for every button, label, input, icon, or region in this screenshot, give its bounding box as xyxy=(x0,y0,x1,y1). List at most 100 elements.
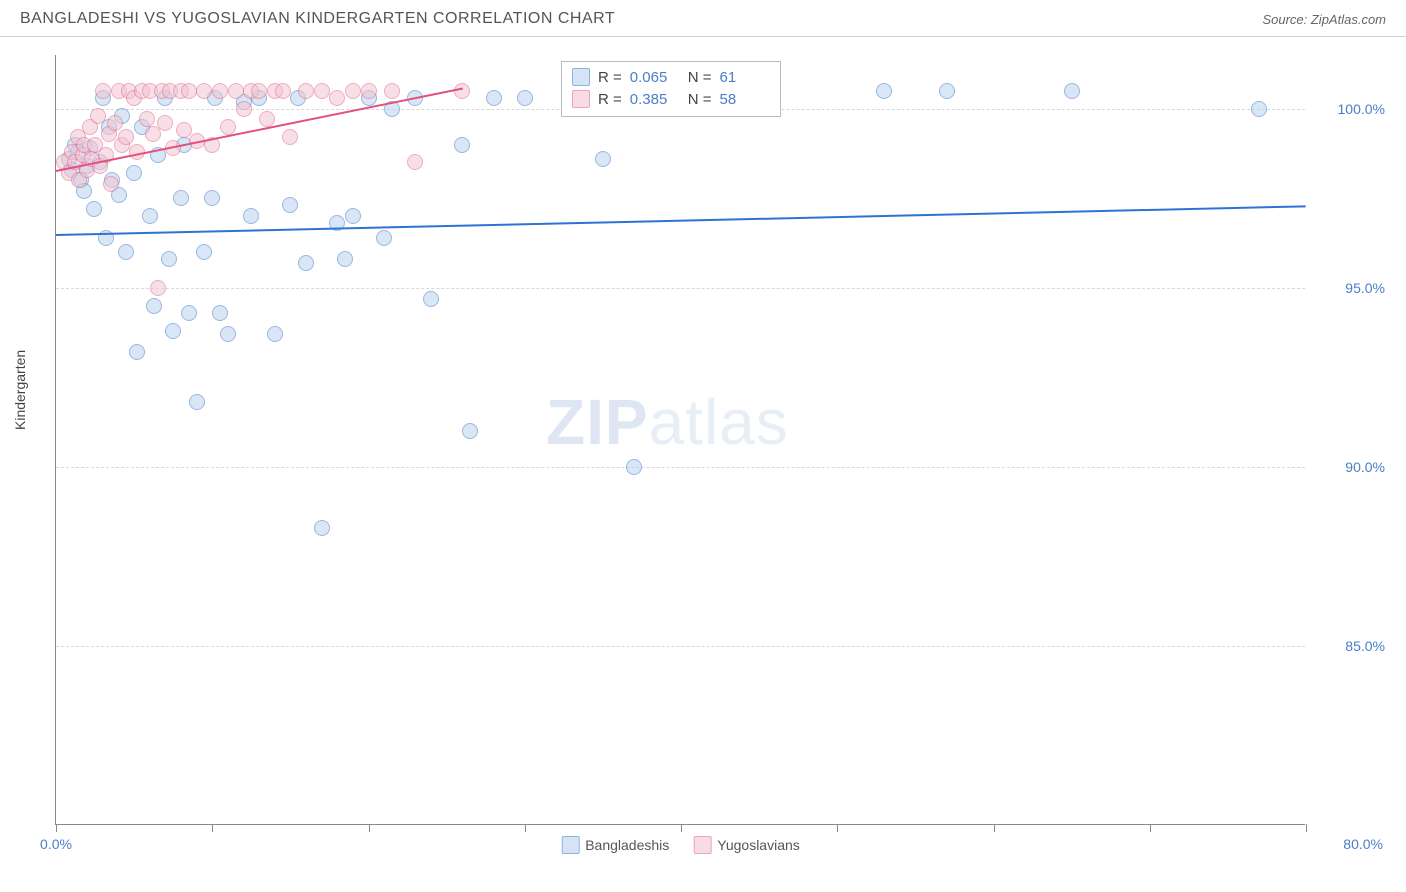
data-point xyxy=(165,323,181,339)
data-point xyxy=(939,83,955,99)
stat-n-value: 58 xyxy=(720,91,770,108)
data-point xyxy=(181,305,197,321)
gridline xyxy=(56,288,1305,289)
x-tick xyxy=(212,824,213,832)
data-point xyxy=(298,255,314,271)
data-point xyxy=(454,137,470,153)
data-point xyxy=(376,230,392,246)
data-point xyxy=(142,208,158,224)
data-point xyxy=(204,190,220,206)
stats-legend: R = 0.065 N = 61 R = 0.385 N = 58 xyxy=(561,61,781,117)
data-point xyxy=(146,298,162,314)
y-tick-label: 90.0% xyxy=(1315,459,1385,475)
data-point xyxy=(337,251,353,267)
stat-n-label: N = xyxy=(688,69,712,86)
data-point xyxy=(282,197,298,213)
data-point xyxy=(423,291,439,307)
x-tick xyxy=(56,824,57,832)
data-point xyxy=(486,90,502,106)
stat-n-label: N = xyxy=(688,91,712,108)
y-axis-label: Kindergarten xyxy=(12,350,28,430)
trend-line xyxy=(56,205,1306,236)
stat-r-label: R = xyxy=(598,69,622,86)
data-point xyxy=(107,115,123,131)
x-tick xyxy=(1306,824,1307,832)
data-point xyxy=(314,520,330,536)
data-point xyxy=(161,251,177,267)
data-point xyxy=(212,83,228,99)
x-tick xyxy=(1150,824,1151,832)
data-point xyxy=(243,208,259,224)
y-tick-label: 100.0% xyxy=(1315,101,1385,117)
legend-label: Yugoslavians xyxy=(717,837,800,853)
stat-r-value: 0.065 xyxy=(630,69,680,86)
data-point xyxy=(1064,83,1080,99)
data-point xyxy=(220,326,236,342)
data-point xyxy=(236,101,252,117)
legend-swatch xyxy=(561,836,579,854)
data-point xyxy=(626,459,642,475)
data-point xyxy=(517,90,533,106)
data-point xyxy=(173,190,189,206)
x-tick xyxy=(681,824,682,832)
x-tick xyxy=(994,824,995,832)
data-point xyxy=(329,90,345,106)
data-point xyxy=(282,129,298,145)
chart-header: BANGLADESHI VS YUGOSLAVIAN KINDERGARTEN … xyxy=(0,0,1406,37)
data-point xyxy=(251,83,267,99)
data-point xyxy=(118,129,134,145)
legend-item: Bangladeshis xyxy=(561,836,669,854)
legend-label: Bangladeshis xyxy=(585,837,669,853)
data-point xyxy=(454,83,470,99)
data-point xyxy=(298,83,314,99)
stat-r-value: 0.385 xyxy=(630,91,680,108)
stats-row: R = 0.385 N = 58 xyxy=(572,88,770,110)
data-point xyxy=(407,154,423,170)
x-tick-label: 0.0% xyxy=(40,836,72,852)
data-point xyxy=(462,423,478,439)
y-tick-label: 95.0% xyxy=(1315,280,1385,296)
data-point xyxy=(157,115,173,131)
data-point xyxy=(384,83,400,99)
stat-n-value: 61 xyxy=(720,69,770,86)
data-point xyxy=(150,280,166,296)
data-point xyxy=(228,83,244,99)
data-point xyxy=(181,83,197,99)
data-point xyxy=(126,165,142,181)
legend-swatch xyxy=(572,68,590,86)
data-point xyxy=(267,326,283,342)
data-point xyxy=(129,344,145,360)
data-point xyxy=(90,108,106,124)
data-point xyxy=(95,83,111,99)
data-point xyxy=(595,151,611,167)
data-point xyxy=(189,394,205,410)
data-point xyxy=(118,244,134,260)
data-point xyxy=(212,305,228,321)
data-point xyxy=(345,208,361,224)
data-point xyxy=(220,119,236,135)
chart-source: Source: ZipAtlas.com xyxy=(1262,12,1386,27)
data-point xyxy=(345,83,361,99)
x-tick xyxy=(525,824,526,832)
data-point xyxy=(876,83,892,99)
gridline xyxy=(56,646,1305,647)
bottom-legend: Bangladeshis Yugoslavians xyxy=(561,836,800,854)
legend-item: Yugoslavians xyxy=(693,836,800,854)
data-point xyxy=(103,176,119,192)
data-point xyxy=(275,83,291,99)
scatter-chart: ZIPatlas 85.0%90.0%95.0%100.0%0.0%80.0%R… xyxy=(55,55,1305,825)
x-tick-label: 80.0% xyxy=(1313,836,1383,852)
gridline xyxy=(56,467,1305,468)
chart-title: BANGLADESHI VS YUGOSLAVIAN KINDERGARTEN … xyxy=(20,10,615,28)
x-tick xyxy=(369,824,370,832)
legend-swatch xyxy=(572,90,590,108)
data-point xyxy=(1251,101,1267,117)
stats-row: R = 0.065 N = 61 xyxy=(572,66,770,88)
watermark: ZIPatlas xyxy=(546,385,789,459)
data-point xyxy=(196,244,212,260)
data-point xyxy=(361,83,377,99)
x-tick xyxy=(837,824,838,832)
data-point xyxy=(314,83,330,99)
stat-r-label: R = xyxy=(598,91,622,108)
data-point xyxy=(196,83,212,99)
